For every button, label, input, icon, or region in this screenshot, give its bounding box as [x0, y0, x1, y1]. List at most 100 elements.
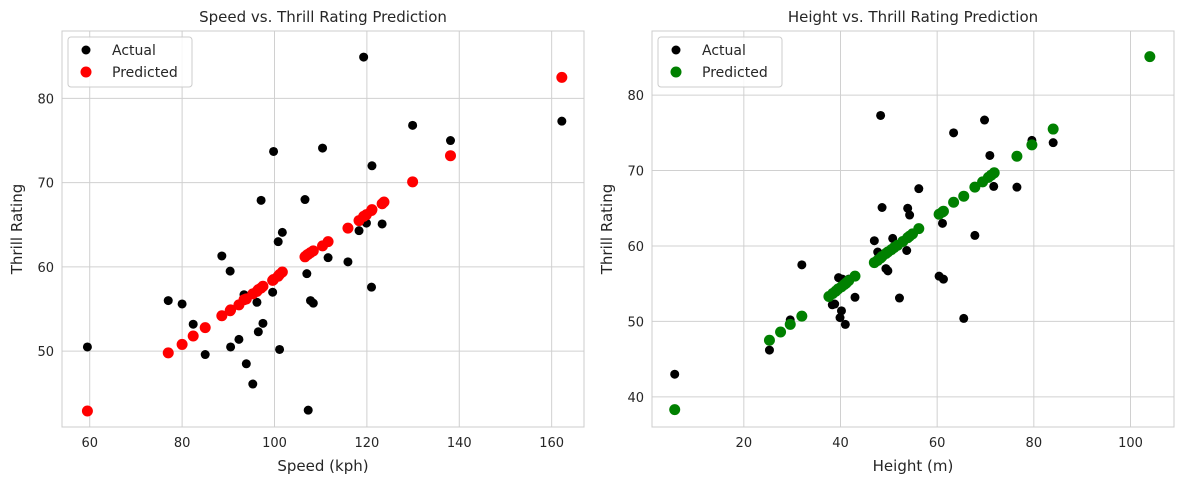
data-point-predicted — [162, 347, 174, 359]
data-point-actual — [354, 226, 364, 236]
legend-label: Predicted — [112, 65, 178, 81]
data-point-predicted — [763, 334, 775, 346]
y-tick-label: 50 — [627, 315, 644, 330]
series-actual — [670, 52, 1155, 379]
x-tick-label: 80 — [1026, 436, 1043, 451]
data-point-actual — [225, 266, 235, 276]
x-tick-label: 160 — [539, 436, 564, 451]
x-tick-label: 60 — [81, 436, 98, 451]
legend-marker — [81, 45, 91, 55]
data-point-actual — [226, 342, 236, 352]
data-point-predicted — [378, 196, 390, 208]
chart-title: Height vs. Thrill Rating Prediction — [788, 8, 1038, 26]
data-point-actual — [318, 143, 328, 153]
y-tick-label: 60 — [37, 261, 54, 276]
data-point-predicted — [81, 405, 93, 417]
data-point-actual — [905, 210, 915, 220]
data-point-predicted — [1144, 51, 1156, 63]
data-point-actual — [258, 318, 268, 328]
data-point-actual — [869, 236, 879, 246]
data-point-predicted — [1047, 123, 1059, 135]
data-point-actual — [200, 350, 210, 360]
data-point-predicted — [307, 245, 319, 257]
y-tick-label: 70 — [37, 177, 54, 192]
data-point-predicted — [556, 71, 568, 83]
data-point-predicted — [322, 236, 334, 248]
data-point-predicted — [948, 196, 960, 208]
data-point-actual — [840, 319, 850, 329]
data-point-predicted — [913, 223, 925, 235]
x-tick-label: 100 — [262, 436, 287, 451]
chart-panel-2: 20 40 60 80 100 40 50 60 70 80 Height vs. Thrill R… — [598, 8, 1175, 475]
chart-title: Speed vs. Thrill Rating Prediction — [199, 8, 447, 26]
data-point-actual — [188, 319, 198, 329]
data-point-predicted — [1026, 139, 1038, 151]
data-point-actual — [836, 306, 846, 316]
data-point-predicted — [784, 318, 796, 330]
data-point-predicted — [1011, 150, 1023, 162]
data-point-actual — [835, 313, 845, 323]
data-point-actual — [303, 405, 313, 415]
data-point-actual — [797, 260, 807, 270]
data-point-actual — [82, 342, 92, 352]
y-tick-label: 50 — [37, 345, 54, 360]
data-point-actual — [959, 313, 969, 323]
y-tick-label: 80 — [37, 92, 54, 107]
legend-label: Actual — [702, 43, 746, 59]
data-point-actual — [248, 379, 258, 389]
data-point-actual — [367, 282, 377, 292]
data-point-predicted — [199, 322, 211, 334]
data-point-actual — [408, 120, 418, 130]
data-point-actual — [902, 245, 912, 255]
data-point-predicted — [342, 222, 354, 234]
data-point-actual — [300, 195, 310, 205]
data-point-predicted — [937, 205, 949, 217]
data-point-predicted — [276, 266, 288, 278]
data-point-actual — [323, 253, 333, 263]
data-point-actual — [241, 359, 251, 369]
data-point-predicted — [669, 404, 681, 416]
data-point-actual — [234, 334, 244, 344]
legend: Actual Predicted — [67, 36, 193, 88]
data-point-actual — [883, 266, 893, 276]
data-point-actual — [1012, 182, 1022, 192]
legend-box — [67, 36, 193, 88]
y-tick-label: 70 — [627, 165, 644, 180]
legend: Actual Predicted — [657, 36, 783, 88]
legend-marker — [80, 66, 92, 78]
data-point-predicted — [366, 204, 378, 216]
data-point-actual — [938, 274, 948, 284]
data-point-actual — [252, 297, 262, 307]
data-point-actual — [877, 203, 887, 213]
x-tick-label: 100 — [1118, 436, 1143, 451]
data-point-predicted — [775, 326, 787, 338]
data-point-predicted — [225, 304, 237, 316]
data-point-predicted — [849, 270, 861, 282]
data-point-actual — [445, 136, 455, 146]
y-axis-label: Thrill Rating — [598, 184, 616, 275]
data-point-actual — [268, 287, 278, 297]
data-point-actual — [557, 116, 567, 126]
plot-frame — [651, 30, 1175, 428]
data-point-actual — [914, 184, 924, 194]
y-tick-label: 60 — [627, 240, 644, 255]
data-point-actual — [377, 219, 387, 229]
series-predicted — [81, 71, 568, 417]
data-point-actual — [903, 203, 913, 213]
x-axis-label: Speed (kph) — [277, 457, 368, 475]
data-point-actual — [308, 298, 318, 308]
legend-label: Actual — [112, 43, 156, 59]
data-point-actual — [253, 327, 263, 337]
plot-frame — [61, 30, 585, 428]
data-point-actual — [256, 195, 266, 205]
data-point-actual — [985, 150, 995, 160]
data-point-predicted — [407, 176, 419, 188]
x-tick-label: 60 — [929, 436, 946, 451]
data-point-actual — [670, 369, 680, 379]
data-point-actual — [876, 110, 886, 120]
data-point-predicted — [958, 190, 970, 202]
y-tick-label: 80 — [627, 89, 644, 104]
series-predicted — [669, 51, 1156, 416]
data-point-actual — [989, 181, 999, 191]
